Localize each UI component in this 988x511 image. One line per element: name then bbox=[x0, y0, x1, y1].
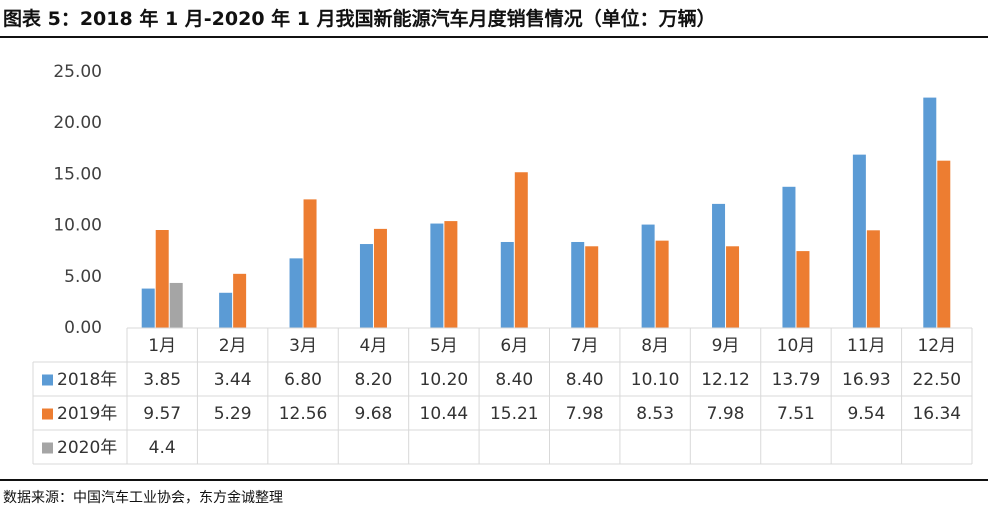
y-tick-label: 15.00 bbox=[53, 164, 102, 184]
data-label: 9.54 bbox=[847, 404, 885, 424]
x-category-label: 11月 bbox=[847, 336, 886, 356]
bar-2018年-10月 bbox=[782, 186, 796, 328]
data-label: 8.20 bbox=[355, 370, 393, 390]
bar-2018年-3月 bbox=[289, 258, 303, 328]
data-label: 12.56 bbox=[279, 404, 328, 424]
title-rule bbox=[0, 36, 988, 38]
x-category-label: 9月 bbox=[712, 336, 740, 356]
y-tick-label: 20.00 bbox=[53, 113, 102, 133]
data-label: 16.93 bbox=[842, 370, 891, 390]
chart-title: 图表 5：2018 年 1 月-2020 年 1 月我国新能源汽车月度销售情况（… bbox=[3, 8, 716, 30]
x-category-label: 1月 bbox=[148, 336, 176, 356]
bar-chart: 0.00 5.00 10.00 15.00 20.00 25.00 1月 2月 3月 4月 5月 6月… bbox=[32, 62, 973, 465]
bottom-rule bbox=[0, 479, 988, 481]
bar-2019年-3月 bbox=[303, 199, 317, 328]
data-label: 10.20 bbox=[420, 370, 469, 390]
data-label: 16.34 bbox=[912, 404, 961, 424]
bar-2019年-2月 bbox=[233, 273, 247, 328]
x-category-label: 4月 bbox=[360, 336, 388, 356]
x-category-label: 10月 bbox=[777, 336, 816, 356]
bar-2018年-2月 bbox=[219, 292, 233, 328]
x-category-label: 3月 bbox=[289, 336, 317, 356]
legend-label: 2019年 bbox=[57, 404, 117, 424]
bar-2018年-8月 bbox=[641, 224, 655, 328]
bar-2018年-7月 bbox=[571, 241, 585, 328]
data-label: 13.79 bbox=[772, 370, 821, 390]
data-label: 22.50 bbox=[912, 370, 961, 390]
data-label: 12.12 bbox=[701, 370, 750, 390]
x-category-label: 2月 bbox=[219, 336, 247, 356]
bar-2019年-10月 bbox=[796, 251, 810, 328]
bar-2018年-6月 bbox=[500, 241, 514, 328]
bar-2019年-4月 bbox=[373, 228, 387, 328]
bar-2019年-11月 bbox=[866, 230, 880, 328]
legend-label: 2020年 bbox=[57, 438, 117, 458]
data-label: 9.57 bbox=[143, 404, 181, 424]
x-category-label: 7月 bbox=[571, 336, 599, 356]
bar-2019年-1月 bbox=[155, 230, 169, 328]
x-category-label: 8月 bbox=[641, 336, 669, 356]
legend-label: 2018年 bbox=[57, 370, 117, 390]
y-tick-label: 10.00 bbox=[53, 216, 102, 236]
bar-2020年-1月 bbox=[169, 282, 183, 328]
data-label: 15.21 bbox=[490, 404, 539, 424]
bar-2019年-5月 bbox=[444, 221, 458, 328]
bar-2018年-1月 bbox=[141, 288, 155, 328]
x-category-label: 12月 bbox=[917, 336, 956, 356]
bar-2019年-9月 bbox=[726, 246, 740, 328]
data-label: 10.44 bbox=[420, 404, 469, 424]
y-tick-label: 0.00 bbox=[64, 318, 102, 338]
bar-2018年-12月 bbox=[923, 97, 937, 328]
data-label: 3.85 bbox=[143, 370, 181, 390]
legend-key-2019年 bbox=[42, 408, 53, 420]
data-label: 7.98 bbox=[707, 404, 745, 424]
data-label: 3.44 bbox=[214, 370, 252, 390]
data-label: 6.80 bbox=[284, 370, 322, 390]
bar-2019年-8月 bbox=[655, 240, 669, 328]
bar-2018年-9月 bbox=[712, 203, 726, 328]
data-label: 5.29 bbox=[214, 404, 252, 424]
data-label: 9.68 bbox=[355, 404, 393, 424]
data-label: 8.40 bbox=[495, 370, 533, 390]
legend-key-2020年 bbox=[42, 442, 53, 454]
bar-2018年-4月 bbox=[359, 244, 373, 328]
legend-key-2018年 bbox=[42, 374, 53, 386]
data-label: 7.51 bbox=[777, 404, 815, 424]
bar-2019年-7月 bbox=[585, 246, 599, 328]
y-tick-label: 25.00 bbox=[53, 62, 102, 82]
bar-2018年-11月 bbox=[852, 154, 866, 328]
x-category-label: 6月 bbox=[500, 336, 528, 356]
data-source: 数据来源：中国汽车工业协会，东方金诚整理 bbox=[3, 490, 283, 506]
data-label: 7.98 bbox=[566, 404, 604, 424]
data-label: 8.53 bbox=[636, 404, 674, 424]
bar-2018年-5月 bbox=[430, 223, 444, 328]
data-label: 10.10 bbox=[631, 370, 680, 390]
data-label: 8.40 bbox=[566, 370, 604, 390]
data-label: 4.4 bbox=[149, 438, 176, 458]
y-tick-label: 5.00 bbox=[64, 267, 102, 287]
x-category-label: 5月 bbox=[430, 336, 458, 356]
bar-2019年-12月 bbox=[937, 160, 951, 328]
bar-2019年-6月 bbox=[514, 172, 528, 328]
